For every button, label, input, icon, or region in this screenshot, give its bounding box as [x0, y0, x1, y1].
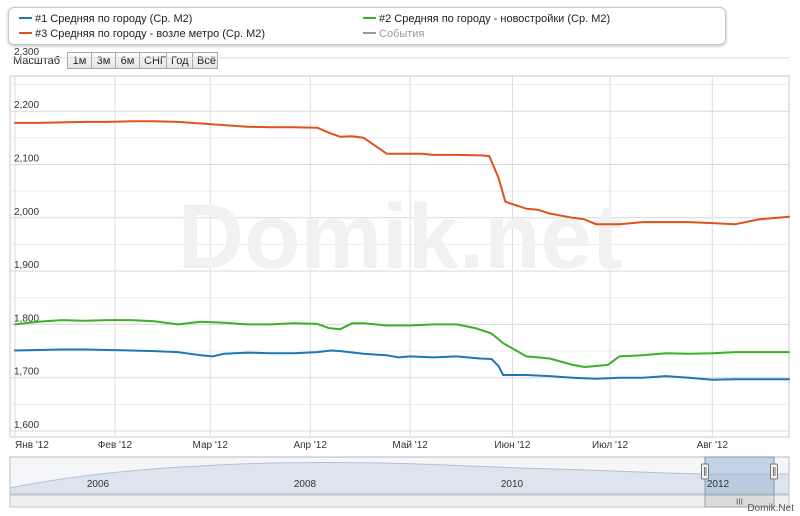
- zoom-3m-button[interactable]: 3м: [91, 52, 116, 69]
- legend-label-series-1: #1 Средняя по городу (Ср. М2): [35, 13, 193, 25]
- y-axis-labels: 1,600 1,700 1,800 1,900 2,000 2,100 2,200 2,300: [14, 47, 39, 431]
- x-axis-labels: Янв '12 Фев '12 Мар '12 Апр '12 Май '12 Июн '…: [15, 440, 728, 451]
- vertical-gridlines: [14, 76, 713, 437]
- x-tick-label: Янв '12: [15, 440, 49, 451]
- series-line-3[interactable]: [14, 120, 790, 226]
- y-tick-label: 1,900: [14, 260, 39, 271]
- legend-label-series-3: #3 Средняя по городу - возле метро (Ср. …: [35, 28, 266, 40]
- x-tick-label: Мар '12: [193, 440, 229, 451]
- series-lines: [14, 120, 790, 381]
- y-tick-label: 1,800: [14, 313, 39, 324]
- legend-item-events[interactable]: События: [363, 27, 424, 41]
- legend-item-series-1[interactable]: #1 Средняя по городу (Ср. М2): [19, 12, 192, 26]
- legend-label-events: События: [379, 28, 425, 40]
- watermark: Domik.net: [178, 186, 623, 288]
- legend-item-series-3[interactable]: #3 Средняя по городу - возле метро (Ср. …: [19, 27, 265, 41]
- legend-swatch-series-3: [19, 32, 32, 35]
- series-line-1[interactable]: [14, 348, 790, 381]
- legend: #1 Средняя по городу (Ср. М2) #2 Средняя…: [8, 7, 726, 45]
- x-tick-label: Май '12: [392, 440, 428, 451]
- legend-swatch-series-1: [19, 17, 32, 20]
- series-line-2[interactable]: [14, 319, 790, 368]
- x-tick-label: Июн '12: [494, 440, 530, 451]
- y-tick-label: 2,300: [14, 47, 39, 58]
- y-tick-label: 1,700: [14, 367, 39, 378]
- legend-swatch-series-2: [363, 17, 376, 20]
- y-tick-label: 2,100: [14, 154, 39, 165]
- brand-label: Domik.Net: [747, 503, 794, 514]
- x-tick-label: Фев '12: [98, 440, 133, 451]
- legend-swatch-events: [363, 32, 376, 35]
- legend-item-series-2[interactable]: #2 Средняя по городу - новостройки (Ср. …: [363, 12, 610, 26]
- y-tick-label: 2,000: [14, 207, 39, 218]
- legend-label-series-2: #2 Средняя по городу - новостройки (Ср. …: [379, 13, 611, 25]
- x-tick-label: Авг '12: [697, 440, 729, 451]
- x-tick-label: Июл '12: [592, 440, 629, 451]
- y-tick-label: 1,600: [14, 420, 39, 431]
- x-tick-label: Апр '12: [293, 440, 327, 451]
- y-tick-label: 2,200: [14, 100, 39, 111]
